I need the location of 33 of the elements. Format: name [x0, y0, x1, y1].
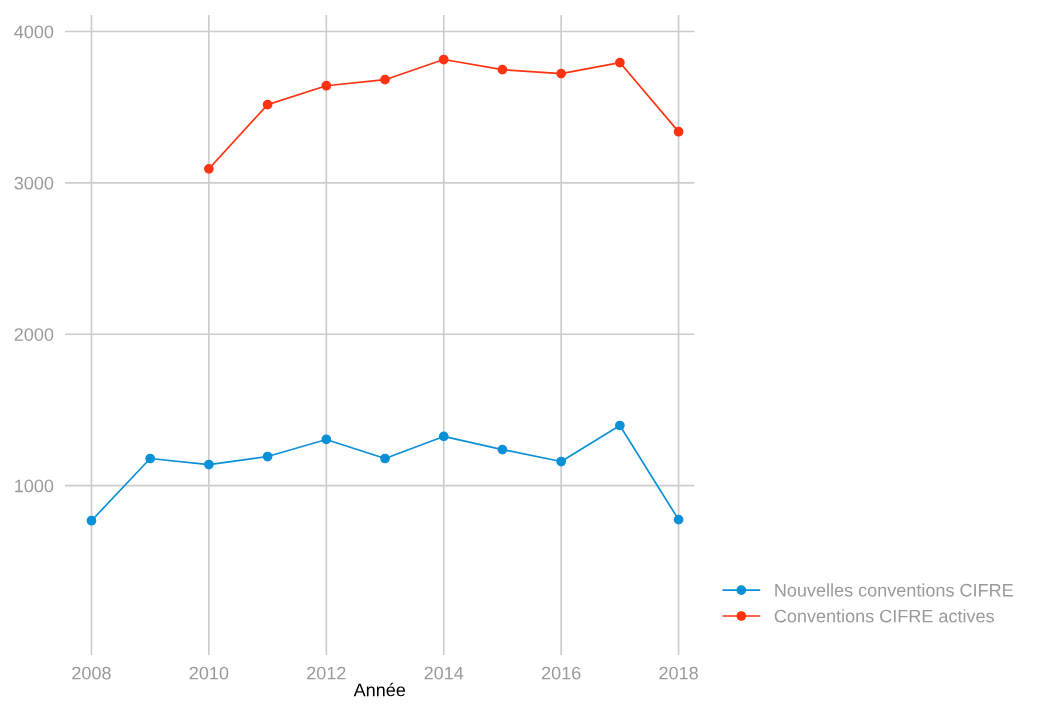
y-tick-label: 3000 [14, 176, 54, 190]
point [497, 444, 508, 455]
point [204, 459, 214, 470]
point [438, 54, 449, 65]
point [380, 74, 390, 85]
legend-label: Nouvelles conventions CIFRE [775, 583, 1013, 597]
point [615, 420, 625, 431]
point [145, 453, 156, 464]
point [673, 514, 684, 525]
point [615, 57, 625, 68]
point [204, 163, 214, 174]
x-tick-label: 2008 [72, 666, 111, 680]
point [556, 68, 567, 79]
point [438, 431, 449, 442]
point [380, 453, 390, 464]
point [262, 99, 273, 110]
legend-label: Conventions CIFRE actives [774, 609, 994, 623]
point [321, 80, 332, 91]
x-tick-label: 2014 [424, 666, 464, 680]
x-tick-label: 2012 [307, 666, 346, 680]
point [497, 64, 508, 75]
y-tick-label: 1000 [15, 479, 54, 493]
x-axis-title: Année [353, 682, 406, 697]
point [86, 515, 97, 526]
point [321, 434, 332, 445]
point [673, 126, 684, 137]
x-tick-label: 2010 [189, 666, 229, 680]
x-tick-label: 2016 [541, 666, 581, 680]
point [556, 456, 567, 467]
x-tick-label: 2018 [659, 666, 698, 680]
y-tick-label: 2000 [14, 328, 54, 341]
y-tick-label: 4000 [14, 25, 54, 39]
point [262, 451, 273, 462]
